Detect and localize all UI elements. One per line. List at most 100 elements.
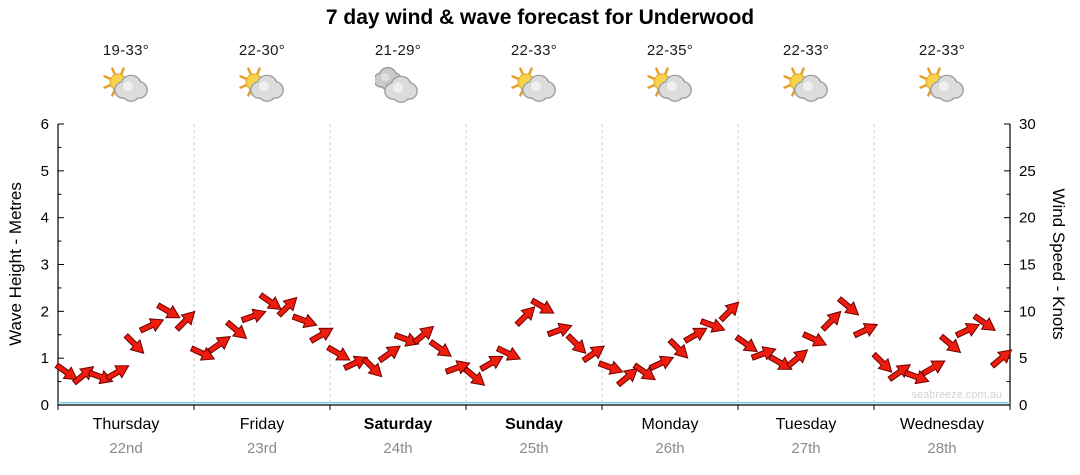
watermark: seabreeze.com.au	[912, 389, 1003, 401]
day-label-tuesday: Tuesday 27th	[738, 416, 874, 457]
wind-arrow-marker	[699, 318, 726, 333]
wind-arrow-marker	[428, 339, 452, 357]
left-axis-tick-label: 3	[41, 257, 49, 274]
day-date: 27th	[791, 440, 821, 457]
day-header-sunday: 22-33°	[466, 42, 602, 109]
wind-arrow-marker	[581, 345, 605, 364]
wind-arrow-marker	[291, 313, 318, 329]
temp-range: 22-30°	[238, 42, 286, 59]
wind-arrow-marker	[138, 318, 165, 334]
day-header-thursday: 19-33°	[58, 42, 194, 109]
wind-arrow-marker	[903, 369, 930, 385]
sun-cloud-icon	[602, 67, 738, 109]
right-axis-tick-label: 30	[1019, 116, 1036, 133]
sun-cloud-icon	[58, 67, 194, 109]
sun-cloud-icon	[194, 67, 330, 109]
wind-arrow-marker	[768, 353, 793, 370]
day-name: Friday	[239, 416, 285, 433]
wind-arrow-marker	[954, 322, 981, 339]
left-axis-tick-label: 6	[41, 116, 49, 133]
temp-range: 19-33°	[102, 42, 150, 59]
wind-arrow-marker	[801, 331, 828, 347]
day-header-friday: 22-30°	[194, 42, 330, 109]
wind-arrow-marker	[597, 360, 624, 375]
day-name: Sunday	[505, 416, 563, 433]
wind-arrow-marker	[224, 319, 248, 340]
sun-cloud-icon	[738, 67, 874, 109]
wind-arrow-marker	[836, 296, 860, 316]
clouds-icon	[330, 67, 466, 109]
day-name: Tuesday	[775, 416, 837, 433]
wind-arrow-marker	[309, 327, 334, 344]
temp-range: 22-33°	[510, 42, 558, 59]
day-label-thursday: Thursday 22nd	[58, 416, 194, 457]
left-axis-tick-label: 5	[41, 163, 49, 180]
wind-arrow-marker	[632, 362, 656, 381]
wind-arrow-marker	[444, 360, 471, 375]
wind-arrow-marker	[326, 344, 351, 361]
day-name: Saturday	[363, 416, 433, 433]
wind-arrow-marker	[546, 322, 573, 338]
temp-range: 22-33°	[918, 42, 966, 59]
right-axis-title: Wind Speed - Knots	[1049, 188, 1068, 340]
left-axis-tick-label: 2	[41, 303, 49, 320]
wind-arrow-marker	[565, 333, 587, 355]
wind-arrow-marker	[820, 310, 842, 332]
right-axis-tick-label: 10	[1019, 303, 1036, 320]
wind-arrow-marker	[462, 366, 486, 386]
right-axis-tick-label: 25	[1019, 163, 1036, 180]
day-name: Thursday	[92, 416, 160, 433]
wind-arrow-marker	[921, 360, 946, 377]
day-label-friday: Friday 23rd	[194, 416, 330, 457]
wind-arrow-marker	[258, 292, 282, 311]
wind-arrow-marker	[615, 367, 639, 388]
wind-arrow-marker	[361, 356, 383, 378]
chart-title: 7 day wind & wave forecast for Underwood	[325, 6, 755, 29]
wind-arrow-marker	[342, 355, 369, 371]
wind-arrow-marker	[514, 306, 536, 328]
day-date: 25th	[519, 440, 549, 457]
day-header-tuesday: 22-33°	[738, 42, 874, 109]
wind-arrow-marker	[189, 345, 216, 361]
day-header-wednesday: 22-33°	[874, 42, 1010, 109]
wind-arrow-marker	[276, 296, 298, 318]
temp-range: 22-33°	[782, 42, 830, 59]
wind-arrow-marker	[123, 333, 145, 355]
sun-cloud-icon	[466, 67, 602, 109]
day-label-wednesday: Wednesday 28th	[874, 416, 1010, 457]
wind-arrow-marker	[479, 355, 504, 372]
day-label-saturday: Saturday 24th	[330, 416, 466, 457]
wind-arrow-marker	[734, 334, 758, 353]
left-axis-tick-label: 4	[41, 210, 49, 227]
right-axis-tick-label: 20	[1019, 210, 1036, 227]
wind-arrow-marker	[667, 337, 689, 359]
day-label-sunday: Sunday 25th	[466, 416, 602, 457]
day-name: Wednesday	[899, 416, 985, 433]
day-header-saturday: 21-29°	[330, 42, 466, 109]
day-label-monday: Monday 26th	[602, 416, 738, 457]
wind-arrow-marker	[785, 349, 809, 369]
wind-arrow-marker	[207, 336, 231, 354]
wind-arrow-marker	[683, 327, 708, 344]
day-date: 23rd	[246, 440, 278, 457]
wind-arrow-marker	[54, 362, 78, 381]
left-axis-tick-label: 0	[41, 397, 49, 414]
temp-range: 21-29°	[374, 42, 422, 59]
left-axis-title: Wave Height - Metres	[6, 182, 25, 346]
wind-arrow-marker	[972, 313, 996, 332]
wind-arrow-marker	[87, 369, 114, 385]
day-name: Monday	[641, 416, 699, 433]
day-date: 24th	[383, 440, 413, 457]
wind-arrow-marker	[871, 351, 893, 373]
right-axis-tick-label: 0	[1019, 397, 1027, 414]
day-date: 22nd	[109, 440, 143, 457]
temp-range: 22-35°	[646, 42, 694, 59]
right-axis-tick-label: 15	[1019, 257, 1036, 274]
wind-arrow-marker	[411, 325, 435, 346]
wind-arrow-marker	[495, 345, 522, 361]
right-axis-tick-label: 5	[1019, 350, 1027, 367]
wind-arrow-marker	[852, 322, 879, 339]
day-date: 26th	[655, 440, 685, 457]
